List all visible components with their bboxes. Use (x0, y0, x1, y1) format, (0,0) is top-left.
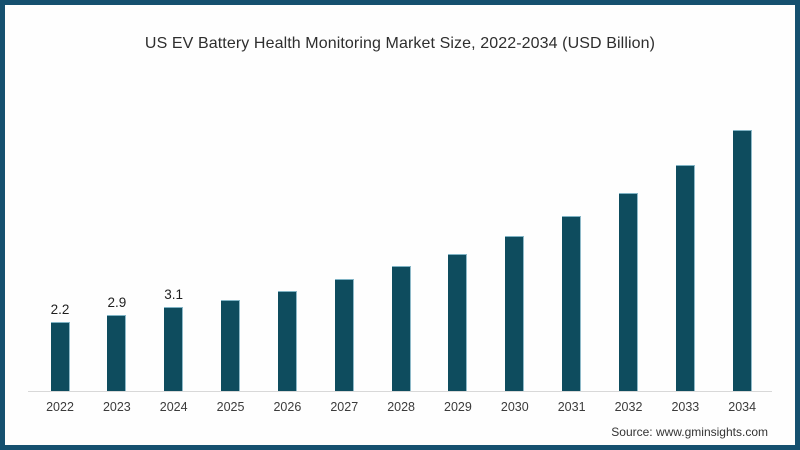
x-tick-2025: 2025 (216, 400, 245, 414)
x-tick-2030: 2030 (500, 400, 529, 414)
bar-2032 (619, 193, 638, 391)
bar-value-label-2024: 3.1 (164, 287, 184, 302)
x-tick-2033: 2033 (671, 400, 700, 414)
x-tick-2034: 2034 (728, 400, 757, 414)
bar-2034 (732, 130, 752, 391)
x-tick-2029: 2029 (444, 400, 472, 414)
bar-2025 (221, 300, 241, 391)
bar-2024 (164, 307, 184, 391)
x-tick-2024: 2024 (159, 400, 188, 414)
bar-2022 (50, 322, 70, 391)
x-tick-2031: 2031 (557, 400, 586, 414)
chart-title: US EV Battery Health Monitoring Market S… (144, 35, 656, 52)
x-tick-2022: 2022 (46, 400, 74, 414)
x-tick-2026: 2026 (273, 400, 302, 414)
bar-2028 (391, 266, 411, 391)
x-tick-2028: 2028 (387, 400, 415, 414)
bar-2031 (562, 216, 582, 391)
bar-value-label-2023: 2.9 (107, 295, 127, 310)
source-attribution: Source: www.gminsights.com (611, 425, 768, 439)
bar-2029 (448, 254, 468, 391)
bar-2027 (334, 279, 354, 391)
x-tick-2027: 2027 (330, 400, 359, 414)
x-tick-2032: 2032 (614, 400, 643, 414)
bar-2030 (505, 236, 525, 391)
bar-2033 (675, 165, 695, 391)
bar-value-label-2022: 2.2 (50, 302, 70, 317)
bar-2023 (107, 315, 127, 391)
x-tick-2023: 2023 (102, 400, 131, 414)
x-axis-line (28, 391, 772, 392)
bar-2026 (277, 291, 297, 391)
